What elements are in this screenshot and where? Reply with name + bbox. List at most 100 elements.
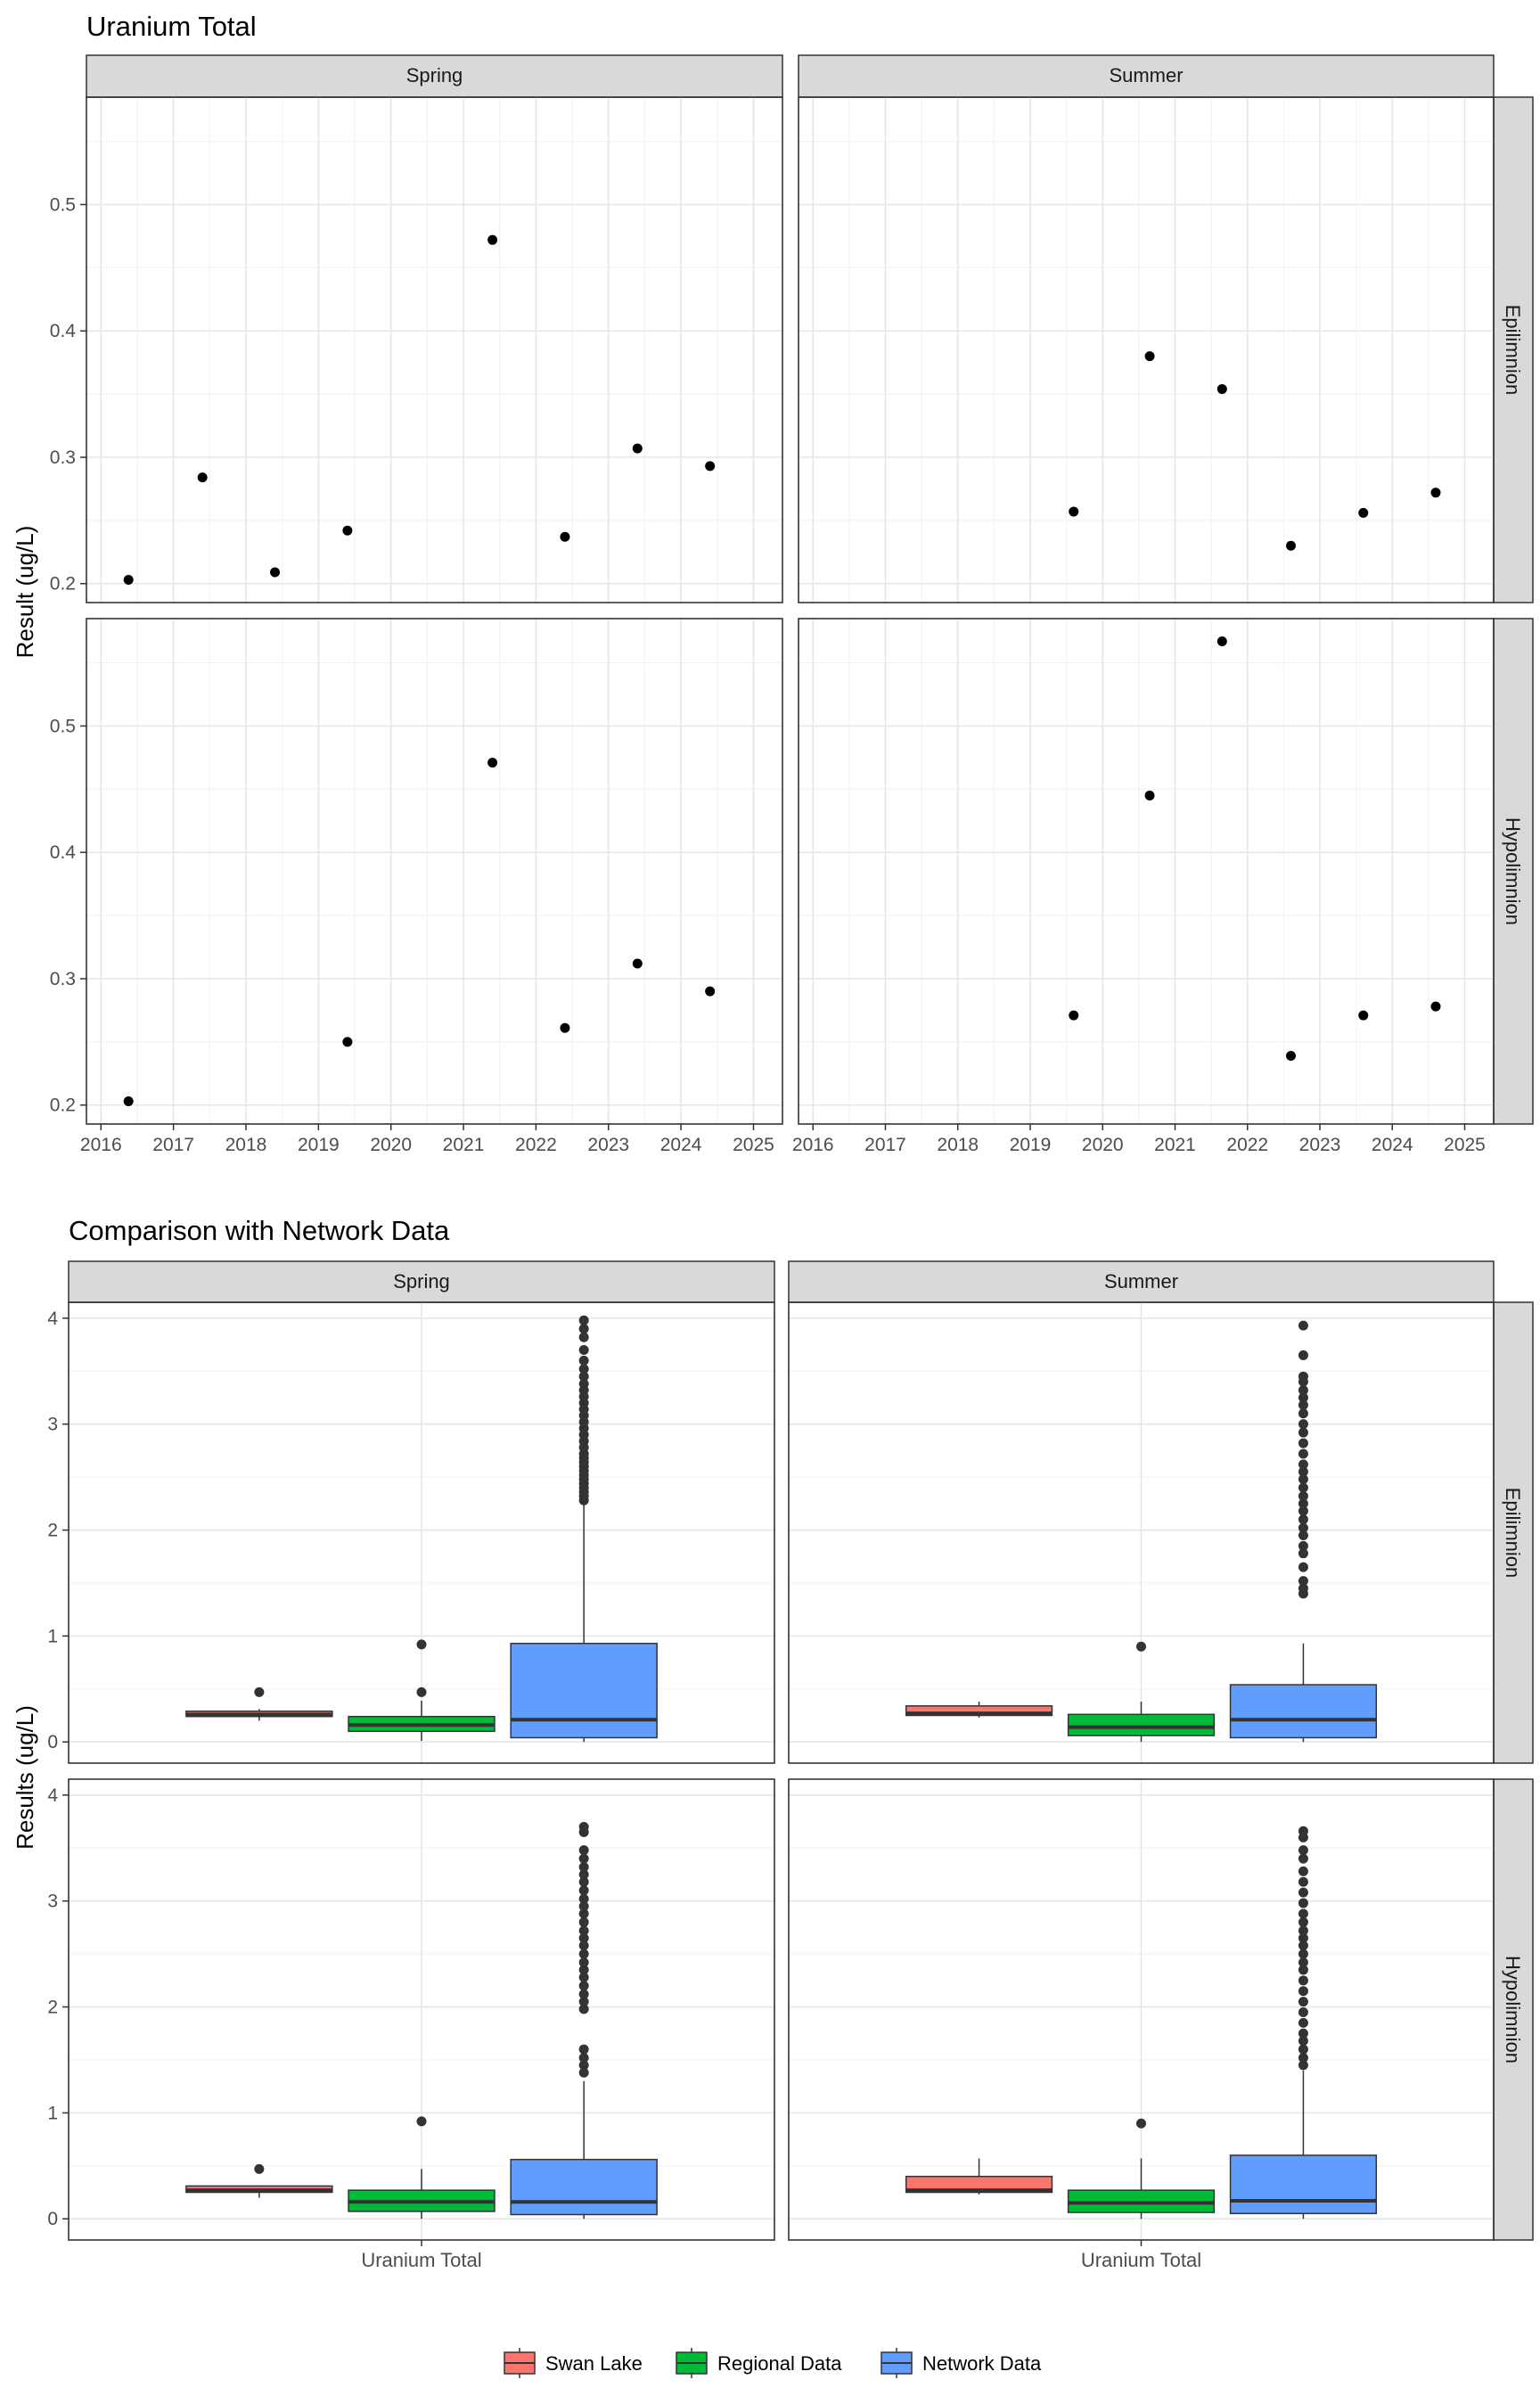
box-swan-lake [185,1686,333,1721]
x-tick-label: 2019 [298,1135,340,1155]
x-tick-label: 2021 [1154,1135,1196,1155]
box-outlier [1298,2017,1308,2028]
x-tick-label: 2021 [443,1135,485,1155]
box-body [510,2158,658,2216]
box-outlier [1298,1941,1308,1951]
data-point [270,567,281,578]
legend-label: Regional Data [717,2352,842,2375]
facet-strip-label: Epilimnion [1502,305,1524,396]
box-outlier [1298,1522,1308,1533]
data-point [1358,507,1369,518]
box-outlier [1298,1514,1308,1525]
box-outlier [1298,1427,1308,1438]
x-tick-label: 2023 [1299,1135,1341,1155]
box-outlier [1298,1583,1308,1594]
x-tick-label: 2017 [152,1135,194,1155]
box-body [510,1642,658,1739]
box-outlier [578,1949,589,1959]
box-outlier [578,1981,589,1991]
data-point [705,461,716,472]
y-tick-label: 0.5 [50,716,76,736]
box-outlier [578,2060,589,2071]
scatter-panel-spring-epilimnion: 0.2 0.3 0.4 0.5 [50,96,783,603]
data-point [1430,488,1441,498]
box-outlier [578,1324,589,1334]
x-tick-label: 2020 [370,1135,412,1155]
x-tick-label: 2024 [660,1135,702,1155]
box-outlier [578,1869,589,1880]
box-outlier [1298,1482,1308,1493]
y-tick-label: 0.4 [50,842,77,863]
y-tick-label: 0.2 [50,1095,76,1116]
box-regional-data [1067,1641,1216,1743]
box-outlier [578,1853,589,1864]
y-tick-label: 0.3 [50,447,76,468]
box-outlier [1298,1949,1308,1959]
y-tick-label: 0 [47,2209,58,2229]
box-outlier [578,1332,589,1342]
facet-strip-label: Summer [1109,64,1183,86]
box-outlier [1298,2028,1308,2039]
box-body [1067,1713,1216,1736]
box-outlier [578,1862,589,1873]
data-point [197,472,208,483]
data-point [1430,1001,1441,1012]
box-outlier [578,1379,589,1390]
box-outlier [1298,1853,1308,1864]
panel-border [788,1301,1495,1764]
data-point [1144,351,1155,362]
box-outlier [416,2116,427,2127]
scatter-panel-spring-hypolimnion: 0.2 0.3 0.4 0.5 2016 2017 2018 2019 2020 2021 2022… [50,618,783,1155]
box-outlier [1298,1408,1308,1419]
data-point [632,443,643,454]
box-outlier [578,1925,589,1936]
box-outlier [578,1371,589,1382]
panel-border [86,96,783,603]
box-body [905,1705,1053,1717]
box-outlier [578,2067,589,2078]
data-point [1358,1010,1369,1021]
box-outlier [1298,1562,1308,1572]
data-point [342,1037,353,1047]
box-outlier [578,1355,589,1366]
box-network-data [1229,1320,1378,1743]
box-outlier [1298,1490,1308,1501]
figure1-title: Uranium Total [86,11,257,42]
data-point [1216,383,1227,394]
facet-strip-label: Spring [393,1270,450,1292]
data-point [560,531,570,542]
y-tick-label: 3 [47,1415,58,1435]
box-swan-lake [185,2163,333,2198]
box-body [1229,2154,1378,2215]
y-tick-label: 4 [47,1785,58,1806]
box-outlier [578,1965,589,1975]
box-outlier [578,1885,589,1896]
panel-border [798,618,1495,1125]
box-outlier [1298,2060,1308,2071]
scatter-panel-summer-epilimnion [798,96,1495,603]
data-point [123,1095,134,1106]
box-outlier [1298,1473,1308,1484]
facet-strip-label: Epilimnion [1502,1488,1524,1579]
box-outlier [1298,1986,1308,1997]
x-tick-label: 2025 [733,1135,774,1155]
box-outlier [578,1957,589,1968]
box-outlier [1298,1530,1308,1540]
box-panel-spring-hypolimnion: 0 1 2 3 4 Uranium Total [47,1778,775,2271]
box-outlier [1298,1459,1308,1470]
box-outlier [1298,1908,1308,1919]
box-outlier [1298,1320,1308,1331]
facet-strip-hypolimnion [1493,1778,1534,2241]
box-outlier [1136,2118,1146,2129]
box-outlier [578,1916,589,1927]
data-point [1144,790,1155,800]
box-outlier [578,1901,589,1912]
box-outlier [578,1364,589,1374]
x-tick-label: Uranium Total [1081,2249,1201,2271]
box-regional-data [348,2116,496,2220]
facet-strip-spring [86,54,783,98]
panel-border [86,618,783,1125]
x-tick-label: 2025 [1444,1135,1486,1155]
box-outlier [1298,2044,1308,2055]
facet-strip-hypolimnion [1493,618,1534,1125]
